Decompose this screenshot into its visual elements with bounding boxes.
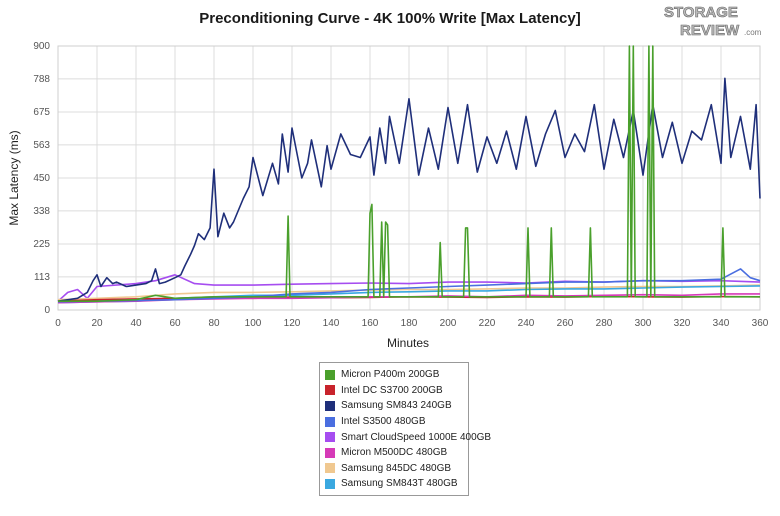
series-line-6 <box>57 284 761 301</box>
legend-label: Micron M500DC 480GB <box>341 447 448 459</box>
x-tick-label: 220 <box>479 318 496 329</box>
legend-swatch <box>325 416 335 427</box>
x-tick-label: 60 <box>169 318 181 329</box>
plot-frame <box>57 45 761 311</box>
y-tick-label: 788 <box>33 74 50 85</box>
x-tick-label: 280 <box>596 318 613 329</box>
legend-item[interactable]: Intel S3500 480GB <box>325 414 463 430</box>
series-line-3 <box>57 268 761 303</box>
legend-label: Samsung SM843T 480GB <box>341 478 458 490</box>
x-tick-label: 140 <box>323 318 340 329</box>
x-tick-label: 240 <box>518 318 535 329</box>
legend-swatch <box>325 432 335 443</box>
y-tick-label: 450 <box>33 173 50 184</box>
legend: Micron P400m 200GB Intel DC S3700 200GB Sa… <box>319 362 491 496</box>
x-tick-label: 80 <box>208 318 220 329</box>
x-tick-label: 340 <box>713 318 730 329</box>
legend-label: Samsung SM843 240GB <box>341 400 452 412</box>
storagereview-logo: STORAGE REVIEW .com <box>664 4 762 40</box>
series-layer <box>57 45 761 304</box>
grid <box>57 45 761 311</box>
legend-label: Smart CloudSpeed 1000E 400GB <box>341 431 492 443</box>
x-tick-label: 40 <box>130 318 142 329</box>
legend-item[interactable]: Samsung 845DC 480GB <box>325 461 463 477</box>
legend-label: Intel DC S3700 200GB <box>341 384 443 396</box>
legend-item[interactable]: Micron P400m 200GB <box>325 367 463 383</box>
legend-swatch <box>325 463 335 474</box>
logo-suffix: .com <box>744 28 762 37</box>
x-tick-label: 360 <box>752 318 769 329</box>
logo-line2: REVIEW <box>680 22 740 39</box>
y-tick-label: 113 <box>34 272 50 283</box>
legend-item[interactable]: Smart CloudSpeed 1000E 400GB <box>325 429 491 445</box>
x-tick-label: 100 <box>245 318 262 329</box>
legend-swatch <box>325 478 335 489</box>
y-tick-label: 900 <box>33 41 50 52</box>
x-tick-label: 260 <box>557 318 574 329</box>
legend-swatch <box>325 447 335 458</box>
y-tick-label: 0 <box>44 305 50 316</box>
x-tick-label: 120 <box>284 318 301 329</box>
legend-item[interactable]: Intel DC S3700 200GB <box>325 383 463 399</box>
legend-item[interactable]: Samsung SM843T 480GB <box>325 476 463 492</box>
y-tick-label: 675 <box>33 107 50 118</box>
series-line-2 <box>57 77 761 302</box>
y-tick-label: 225 <box>33 239 50 250</box>
legend-label: Samsung 845DC 480GB <box>341 462 452 474</box>
x-tick-label: 320 <box>674 318 691 329</box>
x-tick-label: 160 <box>362 318 379 329</box>
chart-title: Preconditioning Curve - 4K 100% Write [M… <box>199 10 581 27</box>
x-tick-label: 20 <box>91 318 103 329</box>
x-tick-label: 200 <box>440 318 457 329</box>
y-tick-label: 563 <box>33 140 50 151</box>
legend-item[interactable]: Samsung SM843 240GB <box>325 398 463 414</box>
x-axis-label: Minutes <box>387 336 429 350</box>
legend-swatch <box>325 369 335 380</box>
logo-line1: STORAGE <box>664 4 738 21</box>
x-tick-label: 300 <box>635 318 652 329</box>
legend-swatch <box>325 400 335 411</box>
legend-swatch <box>325 385 335 396</box>
axes: 0 113 225 338 450 563 675 788 900 0 20 40 60 80 100 120… <box>33 41 768 329</box>
x-tick-label: 180 <box>401 318 418 329</box>
legend-label: Intel S3500 480GB <box>341 416 426 428</box>
series-line-0 <box>58 45 760 303</box>
y-axis-label: Max Latency (ms) <box>7 130 21 225</box>
x-tick-label: 0 <box>55 318 61 329</box>
legend-item[interactable]: Micron M500DC 480GB <box>325 445 463 461</box>
y-tick-label: 338 <box>33 206 50 217</box>
legend-label: Micron P400m 200GB <box>341 369 440 381</box>
